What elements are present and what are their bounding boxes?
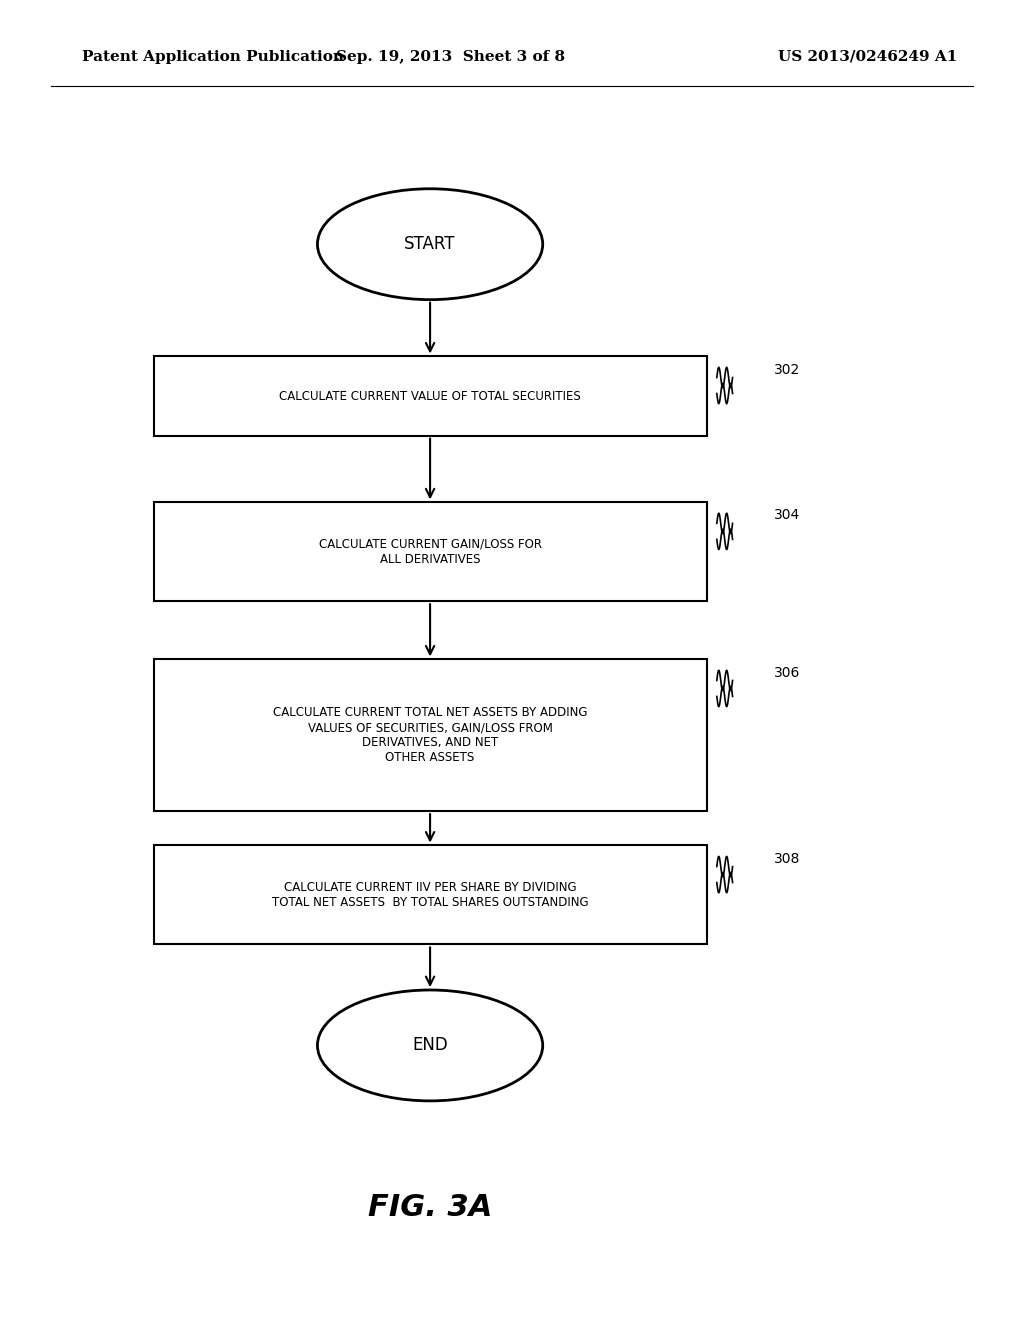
Text: FIG. 3A: FIG. 3A [368,1193,493,1222]
Text: 304: 304 [774,508,801,523]
Text: CALCULATE CURRENT TOTAL NET ASSETS BY ADDING
VALUES OF SECURITIES, GAIN/LOSS FRO: CALCULATE CURRENT TOTAL NET ASSETS BY AD… [272,706,588,764]
Ellipse shape [317,189,543,300]
FancyBboxPatch shape [154,356,707,436]
FancyBboxPatch shape [154,659,707,810]
Text: 302: 302 [774,363,801,376]
Text: CALCULATE CURRENT VALUE OF TOTAL SECURITIES: CALCULATE CURRENT VALUE OF TOTAL SECURIT… [280,389,581,403]
Text: US 2013/0246249 A1: US 2013/0246249 A1 [778,50,957,63]
Text: Sep. 19, 2013  Sheet 3 of 8: Sep. 19, 2013 Sheet 3 of 8 [336,50,565,63]
Text: START: START [404,235,456,253]
Text: 308: 308 [774,851,801,866]
Text: 306: 306 [774,665,801,680]
FancyBboxPatch shape [154,503,707,602]
Text: CALCULATE CURRENT GAIN/LOSS FOR
ALL DERIVATIVES: CALCULATE CURRENT GAIN/LOSS FOR ALL DERI… [318,537,542,566]
FancyBboxPatch shape [154,845,707,945]
Text: END: END [413,1036,447,1055]
Text: CALCULATE CURRENT IIV PER SHARE BY DIVIDING
TOTAL NET ASSETS  BY TOTAL SHARES OU: CALCULATE CURRENT IIV PER SHARE BY DIVID… [271,880,589,909]
Ellipse shape [317,990,543,1101]
Text: Patent Application Publication: Patent Application Publication [82,50,344,63]
